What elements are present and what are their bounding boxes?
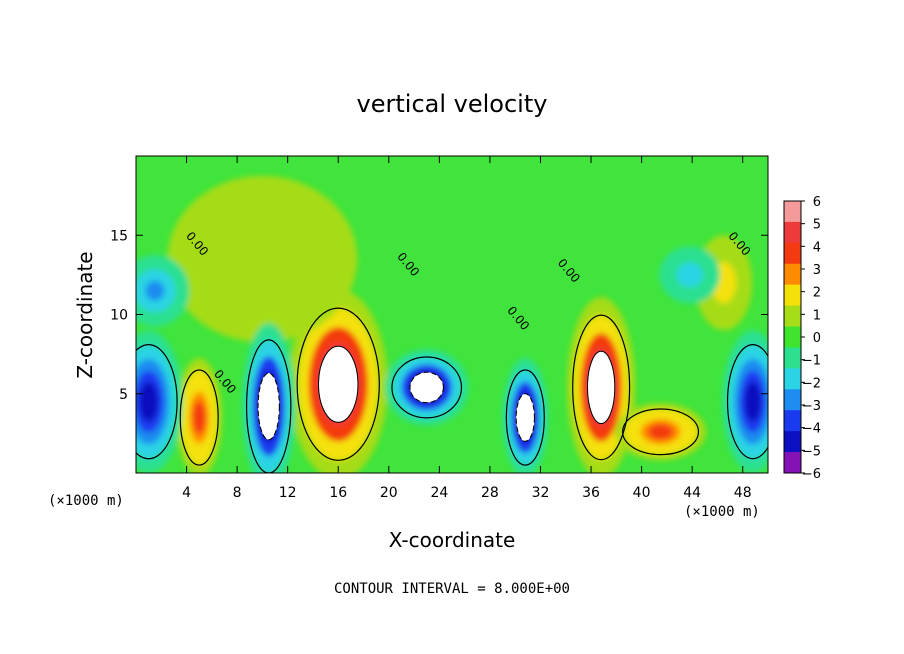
- updraft-cell: [167, 175, 358, 343]
- colorbar-tick-label: 1: [813, 308, 821, 323]
- colorbar-swatch: [784, 431, 801, 453]
- downdraft-level: [145, 280, 165, 301]
- colorbar-swatch: [784, 452, 801, 474]
- downdraft-contour: [515, 393, 535, 442]
- y-tick-label: 5: [119, 387, 128, 403]
- colorbar-swatch: [784, 221, 801, 244]
- x-tick-label: 48: [734, 485, 752, 501]
- colorbar-swatch: [784, 389, 801, 411]
- y-axis-label: Z-coordinate: [73, 251, 97, 378]
- updraft-core: [318, 346, 358, 423]
- updraft-level: [647, 423, 674, 440]
- downdraft-cell: [722, 330, 768, 473]
- y-tick-label: 15: [110, 228, 128, 244]
- colorbar-tick-label: −4: [802, 422, 821, 437]
- velocity-field: [136, 175, 768, 473]
- updraft-contour: [587, 350, 616, 425]
- downdraft-cell: [659, 246, 720, 304]
- zero-contour: [179, 369, 219, 466]
- x-axis-ticks: 4 8 12 16 20 24 28 32 36 40 44 48: [182, 156, 752, 501]
- colorbar-tick-label: −1: [802, 354, 821, 369]
- zero-contour: [391, 356, 463, 419]
- zero-contour: [505, 369, 545, 466]
- updraft-core: [587, 351, 615, 424]
- x-tick-label: 8: [233, 485, 242, 501]
- x-unit-left: (×1000 m): [48, 493, 124, 509]
- colorbar-swatch: [784, 284, 801, 307]
- zero-contour: [296, 307, 380, 461]
- colorbar-swatch: [784, 305, 801, 328]
- downdraft-cell: [136, 255, 190, 327]
- updraft-level: [192, 400, 206, 435]
- colorbar-tick-label: −6: [802, 467, 821, 482]
- colorbar-swatch: [784, 368, 801, 390]
- colorbar: 6 5 4 3 2 1 0 −1 −2 −3 −4 −5 −6: [783, 195, 821, 482]
- zero-contour: [136, 344, 178, 460]
- colorbar-swatch: [784, 347, 801, 369]
- zero-contour: [622, 408, 700, 456]
- colorbar-tick-label: −3: [802, 399, 821, 414]
- colorbar-swatch: [784, 263, 801, 286]
- downdraft-contour: [257, 372, 280, 441]
- x-tick-label: 44: [683, 485, 701, 501]
- colorbar-swatch: [784, 242, 801, 265]
- zero-contour: [572, 314, 631, 461]
- downdraft-core: [258, 373, 280, 440]
- zero-contour: [726, 344, 768, 460]
- colorbar-swatch: [784, 410, 801, 432]
- downdraft-core: [516, 393, 535, 442]
- updraft-cell: [615, 403, 707, 461]
- x-unit-right: (×1000 m): [684, 504, 760, 520]
- x-tick-label: 40: [633, 485, 651, 501]
- x-tick-label: 36: [582, 485, 600, 501]
- downdraft-level: [681, 266, 699, 283]
- colorbar-tick-label: 2: [813, 286, 821, 301]
- updraft-level: [235, 235, 289, 283]
- x-axis-label: X-coordinate: [389, 528, 516, 552]
- updraft-contour: [318, 345, 359, 423]
- colorbar-tick-label: −2: [802, 376, 821, 391]
- y-tick-label: 10: [110, 308, 128, 324]
- x-tick-label: 4: [182, 485, 191, 501]
- colorbar-tick-label: 4: [813, 240, 821, 255]
- colorbar-tick-label: 5: [813, 218, 821, 233]
- colorbar-tick-label: −5: [802, 444, 821, 459]
- downdraft-contour: [409, 371, 444, 404]
- colorbar-tick-label: 0: [813, 331, 821, 346]
- colorbar-tick-label: 3: [813, 263, 821, 278]
- x-tick-label: 32: [532, 485, 550, 501]
- x-tick-label: 28: [481, 485, 499, 501]
- updraft-cell: [176, 358, 222, 473]
- colorbar-tick-label: 6: [813, 195, 821, 210]
- downdraft-core: [410, 372, 444, 403]
- downdraft-level: [139, 381, 159, 422]
- colorbar-swatch: [784, 326, 801, 348]
- y-axis-ticks: 5 10 15: [110, 228, 768, 403]
- contour-lines: [136, 307, 768, 473]
- downdraft-cell: [136, 330, 183, 473]
- contour-interval-note: CONTOUR INTERVAL = 8.000E+00: [334, 581, 570, 597]
- x-tick-label: 12: [279, 485, 297, 501]
- colorbar-swatch: [784, 201, 801, 223]
- plot-area: 0.000.000.000.000.000.00: [136, 156, 768, 473]
- downdraft-level: [744, 381, 762, 422]
- x-tick-label: 20: [380, 485, 398, 501]
- chart-title: vertical velocity: [357, 90, 548, 118]
- x-tick-label: 16: [329, 485, 347, 501]
- x-tick-label: 24: [430, 485, 448, 501]
